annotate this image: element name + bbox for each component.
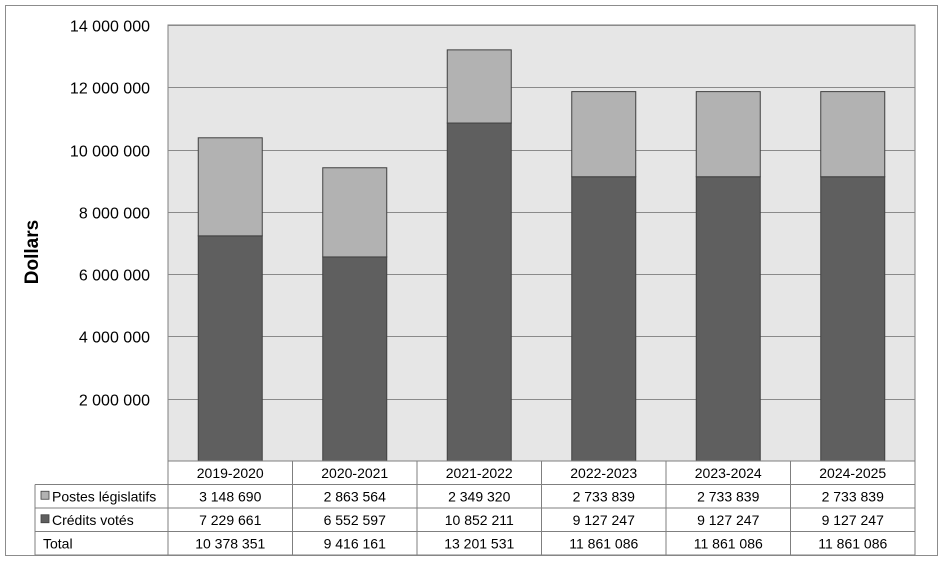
x-category-label: 2023-2024 xyxy=(695,465,762,481)
y-tick-label: 12 000 000 xyxy=(70,81,150,98)
data-label: 2 733 839 xyxy=(697,488,759,504)
legend-swatch xyxy=(40,490,50,500)
bar-credits-votes xyxy=(322,256,388,462)
data-label: 2 349 320 xyxy=(448,488,510,504)
data-label: 7 229 661 xyxy=(199,512,261,528)
total-label: 11 861 086 xyxy=(818,535,887,551)
bar-postes-legislatifs xyxy=(322,167,388,258)
legend-label: Crédits votés xyxy=(52,512,134,528)
data-label: 6 552 597 xyxy=(324,512,386,528)
legend-label: Postes législatifs xyxy=(52,488,156,504)
data-label: 9 127 247 xyxy=(822,512,884,528)
bar-credits-votes xyxy=(695,176,761,462)
y-tick-label: 4 000 000 xyxy=(79,330,150,347)
bar-credits-votes xyxy=(446,122,512,462)
legend-label: Total xyxy=(43,535,73,551)
bar-credits-votes xyxy=(197,235,263,462)
bar-postes-legislatifs xyxy=(820,91,886,178)
bar-postes-legislatifs xyxy=(197,137,263,237)
bar-postes-legislatifs xyxy=(571,91,637,178)
y-tick-label: 8 000 000 xyxy=(79,206,150,223)
y-tick-label: 10 000 000 xyxy=(70,144,150,161)
y-tick-label: 14 000 000 xyxy=(70,19,150,36)
data-label: 2 733 839 xyxy=(822,488,884,504)
total-label: 11 861 086 xyxy=(694,535,763,551)
bar-credits-votes xyxy=(820,176,886,462)
y-tick-label: 2 000 000 xyxy=(79,393,150,410)
y-axis-label: Dollars xyxy=(22,220,43,284)
data-label: 10 852 211 xyxy=(445,512,514,528)
x-category-label: 2024-2025 xyxy=(819,465,886,481)
legend-swatch xyxy=(40,514,50,524)
data-label: 9 127 247 xyxy=(697,512,759,528)
data-label: 2 863 564 xyxy=(324,488,386,504)
x-category-label: 2021-2022 xyxy=(446,465,513,481)
x-category-label: 2019-2020 xyxy=(197,465,264,481)
bar-postes-legislatifs xyxy=(695,91,761,178)
x-category-label: 2020-2021 xyxy=(321,465,388,481)
x-category-label: 2022-2023 xyxy=(570,465,637,481)
bar-postes-legislatifs xyxy=(446,49,512,124)
data-label: 2 733 839 xyxy=(573,488,635,504)
plot-area xyxy=(167,24,916,462)
data-label: 9 127 247 xyxy=(573,512,635,528)
total-label: 11 861 086 xyxy=(569,535,638,551)
total-label: 9 416 161 xyxy=(324,535,386,551)
total-label: 13 201 531 xyxy=(444,535,514,551)
total-label: 10 378 351 xyxy=(195,535,265,551)
y-tick-label: 6 000 000 xyxy=(79,268,150,285)
bar-credits-votes xyxy=(571,176,637,462)
data-label: 3 148 690 xyxy=(199,488,261,504)
